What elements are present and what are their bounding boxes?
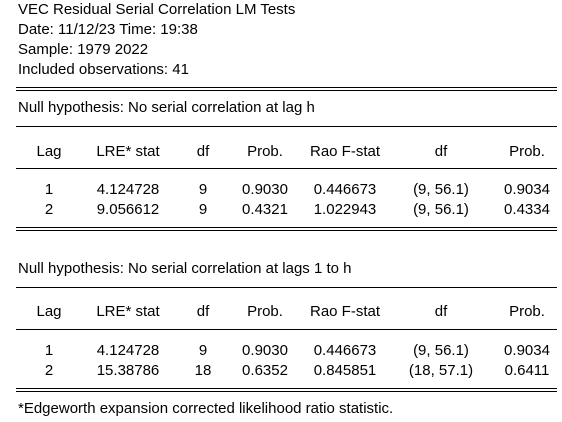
table1-header-row: Lag LRE* stat df Prob. Rao F-stat df Pro… xyxy=(0,142,562,162)
cell-rao-df: (9, 56.1) xyxy=(413,181,469,198)
table1-rule-top xyxy=(16,126,557,127)
cell-df: 9 xyxy=(198,201,208,218)
cell-lre-stat: 9.056612 xyxy=(96,201,160,218)
col-df-header: df xyxy=(196,143,210,160)
cell-rao-df: (9, 56.1) xyxy=(413,201,469,218)
table1-rule-mid xyxy=(16,168,557,169)
col-lre-stat-header: LRE* stat xyxy=(96,143,160,160)
sample-line: Sample: 1979 2022 xyxy=(18,41,149,58)
table2-rule-bottom-bottom xyxy=(16,391,557,392)
cell-prob: 0.4321 xyxy=(242,201,288,218)
cell-df: 18 xyxy=(194,362,212,379)
col-lre-stat-header: LRE* stat xyxy=(96,303,160,320)
cell-lag: 2 xyxy=(44,201,54,218)
header-rule-top xyxy=(16,87,557,88)
cell-prob: 0.9030 xyxy=(242,181,288,198)
cell-df: 9 xyxy=(198,342,208,359)
cell-rao-fstat: 0.446673 xyxy=(313,181,377,198)
table1-rule-bottom-bottom xyxy=(16,230,557,231)
cell-lag: 2 xyxy=(44,362,54,379)
cell-prob: 0.9030 xyxy=(242,342,288,359)
table2-rule-mid xyxy=(16,329,557,330)
col-rao-df-header: df xyxy=(434,303,448,320)
cell-lre-stat: 4.124728 xyxy=(96,342,160,359)
cell-lag: 1 xyxy=(44,342,54,359)
col-rao-prob-header: Prob. xyxy=(509,303,545,320)
footnote: *Edgeworth expansion corrected likelihoo… xyxy=(18,400,394,417)
table1-rule-bottom-top xyxy=(16,227,557,228)
cell-lag: 1 xyxy=(44,181,54,198)
cell-lre-stat: 4.124728 xyxy=(96,181,160,198)
col-prob-header: Prob. xyxy=(247,303,283,320)
col-rao-fstat-header: Rao F-stat xyxy=(309,303,381,320)
table-row: 1 4.124728 9 0.9030 0.446673 (9, 56.1) 0… xyxy=(0,341,562,361)
col-lag-header: Lag xyxy=(36,143,62,160)
cell-rao-prob: 0.9034 xyxy=(504,342,550,359)
table2-rule-bottom-top xyxy=(16,388,557,389)
cell-rao-prob: 0.6411 xyxy=(504,362,550,379)
observations-line: Included observations: 41 xyxy=(18,61,189,78)
null-hypothesis-lag-h: Null hypothesis: No serial correlation a… xyxy=(18,99,315,116)
col-rao-df-header: df xyxy=(434,143,448,160)
cell-lre-stat: 15.38786 xyxy=(96,362,160,379)
table2-header-row: Lag LRE* stat df Prob. Rao F-stat df Pro… xyxy=(0,302,562,322)
header-rule-bottom xyxy=(16,90,557,91)
cell-rao-prob: 0.4334 xyxy=(504,201,550,218)
table2-rule-top xyxy=(16,287,557,288)
col-lag-header: Lag xyxy=(36,303,62,320)
cell-df: 9 xyxy=(198,181,208,198)
table-row: 2 9.056612 9 0.4321 1.022943 (9, 56.1) 0… xyxy=(0,200,562,220)
date-time-line: Date: 11/12/23 Time: 19:38 xyxy=(18,21,198,38)
cell-rao-df: (18, 57.1) xyxy=(408,362,474,379)
col-prob-header: Prob. xyxy=(247,143,283,160)
report-title: VEC Residual Serial Correlation LM Tests xyxy=(18,1,296,18)
cell-rao-fstat: 0.446673 xyxy=(313,342,377,359)
cell-prob: 0.6352 xyxy=(242,362,288,379)
cell-rao-fstat: 1.022943 xyxy=(313,201,377,218)
col-rao-fstat-header: Rao F-stat xyxy=(309,143,381,160)
col-rao-prob-header: Prob. xyxy=(509,143,545,160)
null-hypothesis-lags-1-to-h: Null hypothesis: No serial correlation a… xyxy=(18,260,352,277)
cell-rao-fstat: 0.845851 xyxy=(313,362,377,379)
col-df-header: df xyxy=(196,303,210,320)
cell-rao-prob: 0.9034 xyxy=(504,181,550,198)
cell-rao-df: (9, 56.1) xyxy=(413,342,469,359)
table-row: 2 15.38786 18 0.6352 0.845851 (18, 57.1)… xyxy=(0,361,562,381)
table-row: 1 4.124728 9 0.9030 0.446673 (9, 56.1) 0… xyxy=(0,180,562,200)
